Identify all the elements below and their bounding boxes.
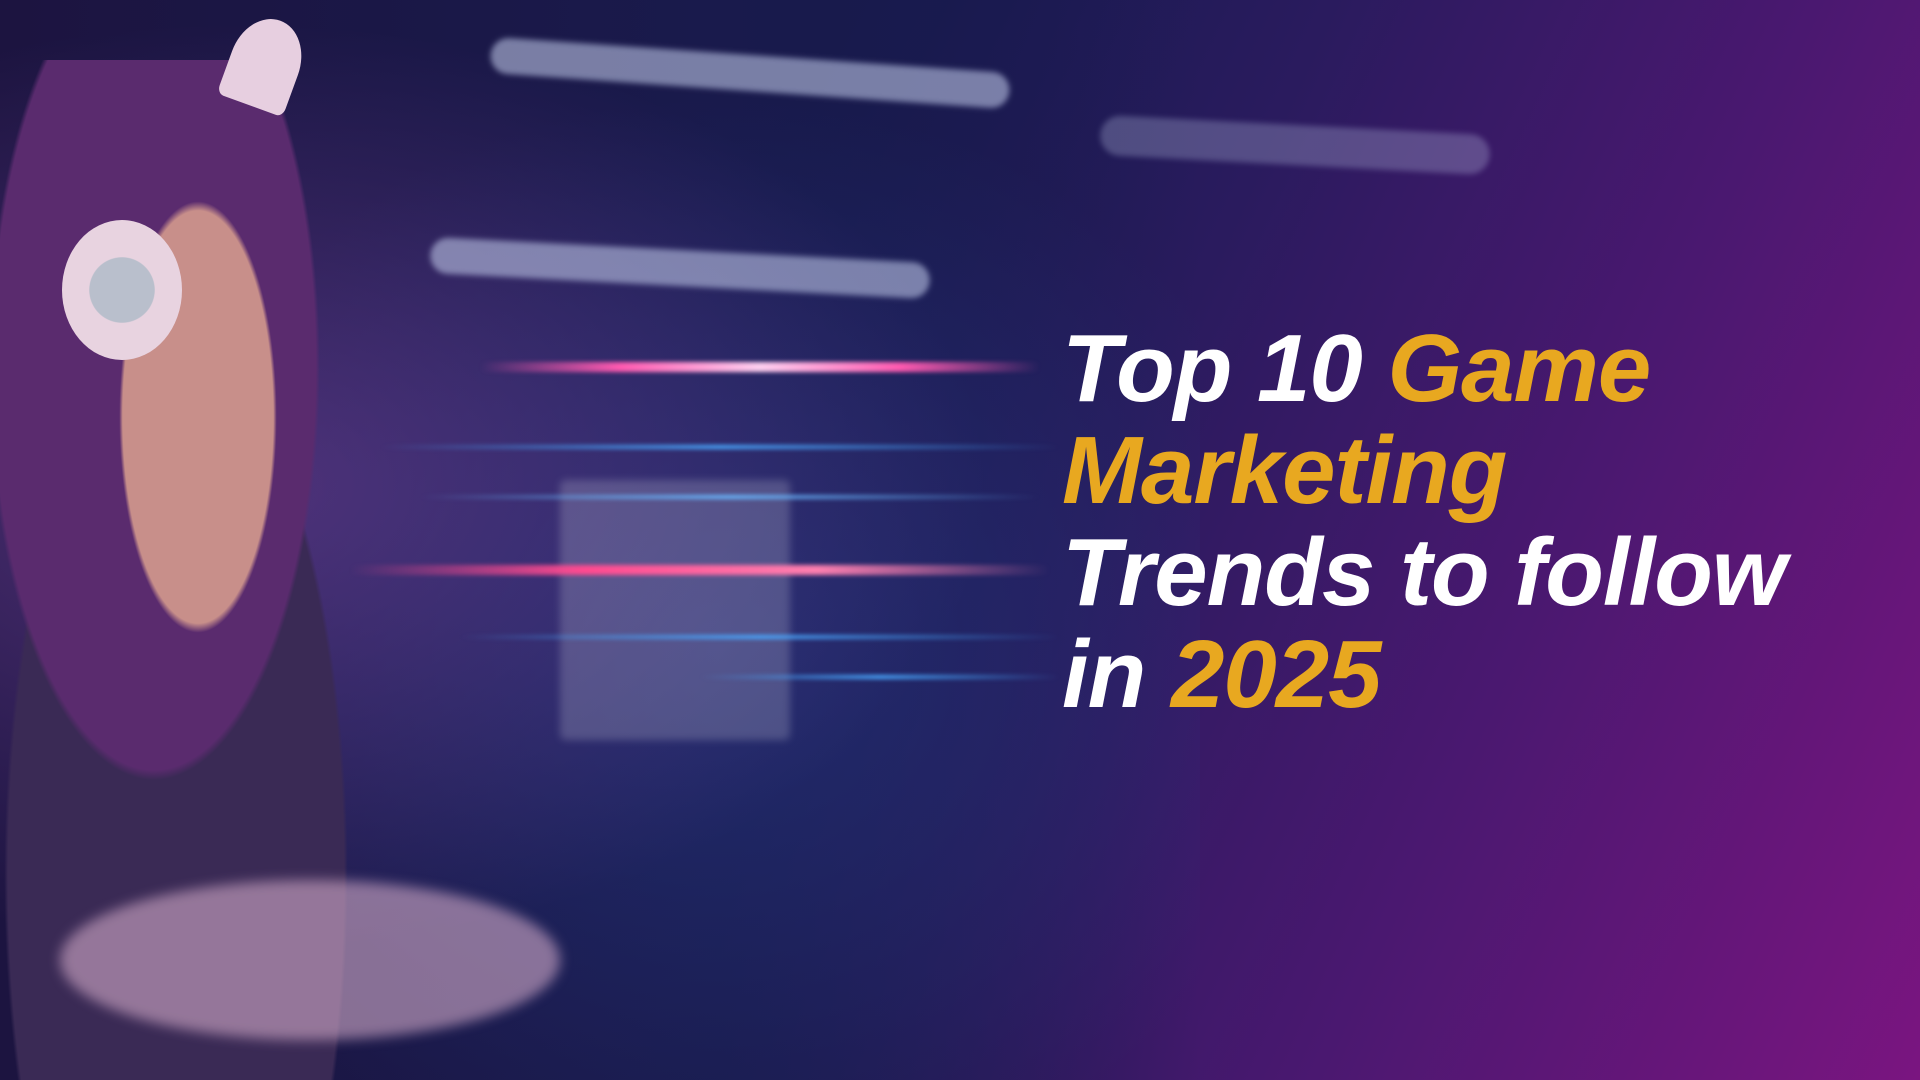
monitor-screen xyxy=(560,480,790,740)
background-photo xyxy=(0,0,1491,1080)
light-streak xyxy=(350,565,1050,575)
light-bar xyxy=(489,36,1011,110)
light-streak xyxy=(480,362,1040,372)
headline-line-4: in 2025 xyxy=(1062,621,1382,728)
headline: Top 10 Game Marketing Trends to follow i… xyxy=(1062,315,1787,728)
headline-line-3: Trends to follow xyxy=(1062,519,1787,626)
light-streak xyxy=(380,445,1060,449)
hand-on-mouse xyxy=(60,880,560,1040)
headline-line-2: Marketing xyxy=(1062,417,1507,524)
headphone-icon xyxy=(62,220,182,360)
light-bar xyxy=(1099,114,1491,176)
light-streak xyxy=(420,495,1040,499)
headline-line-1: Top 10 Game xyxy=(1062,315,1651,422)
light-bar xyxy=(429,236,931,300)
light-streak xyxy=(460,635,1060,639)
light-streak xyxy=(700,675,1060,679)
